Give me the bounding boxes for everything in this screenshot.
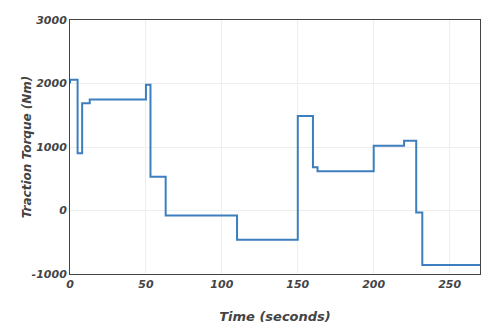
svg-text:150: 150 [286,278,309,291]
svg-text:100: 100 [210,278,233,291]
svg-text:0: 0 [66,278,74,291]
svg-text:-1000: -1000 [32,268,68,281]
svg-text:2000: 2000 [36,77,67,90]
svg-text:3000: 3000 [36,14,67,27]
svg-text:Time (seconds): Time (seconds) [219,309,331,324]
svg-text:200: 200 [362,278,385,291]
svg-text:1000: 1000 [36,141,67,154]
svg-text:0: 0 [59,204,67,217]
svg-text:50: 50 [138,278,154,291]
svg-text:Traction Torque (Nm): Traction Torque (Nm) [20,76,34,219]
svg-text:250: 250 [438,278,461,291]
